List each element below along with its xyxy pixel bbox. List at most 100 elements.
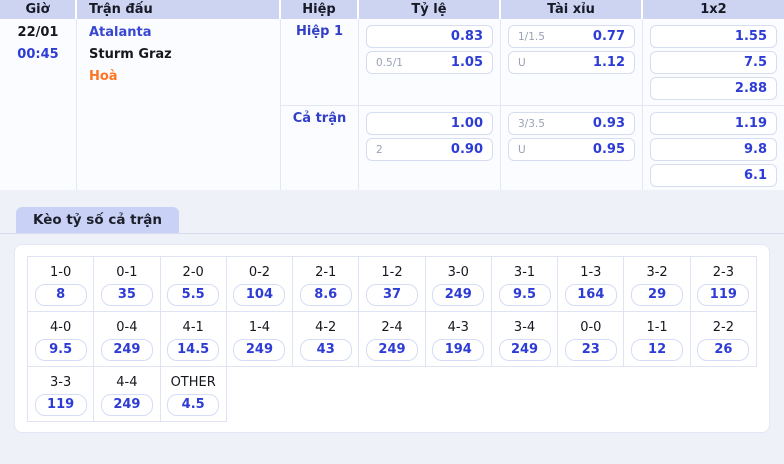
match-time: 00:45 (17, 47, 59, 62)
score-grid: 1-0 8 0-1 35 2-0 5.5 0-2 104 2-1 8.6 1-2… (27, 256, 757, 422)
odds-table-header: Giờ Trận đấu Hiệp Tỷ lệ Tài xỉu 1x2 (0, 0, 784, 19)
1x2-cell: 1.19 9.8 6.1 (643, 106, 784, 190)
score-cell: 1-0 8 (28, 257, 95, 312)
score-odds-button[interactable]: 23 (564, 339, 617, 361)
score-odds-button[interactable]: 164 (564, 284, 617, 306)
odds-box[interactable]: 7.5 (650, 51, 777, 74)
odds-box[interactable]: 9.8 (650, 138, 777, 161)
score-odds-button[interactable]: 4.5 (167, 394, 220, 416)
score-odds-button[interactable]: 249 (432, 284, 485, 306)
score-label: 3-0 (447, 265, 469, 280)
odds-value: 1.55 (734, 29, 767, 44)
correct-score-tab-bar: Kèo tỷ số cả trận (0, 207, 784, 234)
score-cell: 4-3 194 (425, 312, 492, 367)
score-odds-button[interactable]: 37 (365, 284, 418, 306)
odds-box[interactable]: U 1.12 (508, 51, 635, 74)
odds-box[interactable]: 6.1 (650, 164, 777, 187)
odds-table: Giờ Trận đấu Hiệp Tỷ lệ Tài xỉu 1x2 22/0… (0, 0, 784, 190)
score-label: 0-2 (248, 265, 271, 280)
odds-value: 1.12 (592, 55, 625, 70)
odds-box[interactable]: 0.5/1 1.05 (366, 51, 493, 74)
score-cell: OTHER 4.5 (160, 367, 227, 422)
header-time: Giờ (0, 0, 77, 19)
score-cell: 3-4 249 (491, 312, 559, 367)
score-odds-button[interactable]: 194 (432, 339, 485, 361)
score-odds-button[interactable]: 9.5 (34, 339, 87, 361)
match-date: 22/01 (17, 25, 59, 40)
odds-box[interactable]: 2 0.90 (366, 138, 493, 161)
score-cell: 0-0 23 (558, 312, 625, 367)
score-odds-button[interactable]: 43 (299, 339, 352, 361)
odds-box[interactable]: U 0.95 (508, 138, 635, 161)
odds-value: 0.95 (592, 142, 625, 157)
odds-box[interactable]: 1/1.5 0.77 (508, 25, 635, 48)
score-cell: 2-1 8.6 (293, 257, 360, 312)
score-odds-button[interactable]: 249 (100, 394, 153, 416)
score-odds-button[interactable]: 8.6 (299, 284, 352, 306)
empty-cell (227, 367, 293, 422)
time-cell: 22/01 00:45 (0, 19, 77, 190)
handicap-label: U (518, 143, 526, 156)
score-odds-button[interactable]: 26 (697, 339, 750, 361)
1x2-cell: 1.55 7.5 2.88 (643, 19, 784, 105)
odds-value: 7.5 (743, 55, 767, 70)
score-label: 1-3 (580, 265, 602, 280)
header-match: Trận đấu (77, 0, 281, 19)
score-odds-button[interactable]: 14.5 (167, 339, 220, 361)
odds-box[interactable]: 1.00 (366, 112, 493, 135)
score-odds-button[interactable]: 249 (233, 339, 286, 361)
score-label: OTHER (170, 375, 216, 390)
handicap-label: 3/3.5 (518, 117, 545, 130)
odds-value: 0.93 (592, 116, 625, 131)
odds-box[interactable]: 1.19 (650, 112, 777, 135)
score-label: 4-2 (315, 320, 337, 335)
rate-cell: 1.00 2 0.90 (359, 106, 501, 190)
empty-cell (492, 367, 558, 422)
score-cell: 3-2 29 (624, 257, 691, 312)
score-odds-button[interactable]: 104 (233, 284, 286, 306)
odds-box[interactable]: 0.83 (366, 25, 493, 48)
empty-cell (293, 367, 359, 422)
score-odds-button[interactable]: 8 (34, 284, 87, 306)
score-odds-button[interactable]: 119 (34, 394, 87, 416)
odds-box[interactable]: 1.55 (650, 25, 777, 48)
odds-box[interactable]: 3/3.5 0.93 (508, 112, 635, 135)
handicap-label: 0.5/1 (376, 56, 403, 69)
empty-cell (426, 367, 492, 422)
score-cell: 1-1 12 (624, 312, 691, 367)
odds-value: 9.8 (743, 142, 767, 157)
score-label: 1-4 (248, 320, 271, 335)
score-odds-button[interactable]: 5.5 (167, 284, 220, 306)
match-cell: Atalanta Sturm Graz Hoà (77, 19, 281, 190)
score-odds-button[interactable]: 12 (631, 339, 684, 361)
odds-value: 0.83 (450, 29, 483, 44)
score-odds-button[interactable]: 249 (498, 339, 551, 361)
score-cell: 3-1 9.5 (491, 257, 559, 312)
rate-cell: 0.83 0.5/1 1.05 (359, 19, 501, 105)
score-odds-button[interactable]: 249 (100, 339, 153, 361)
empty-cell (691, 367, 757, 422)
away-team: Sturm Graz (89, 47, 172, 62)
score-label: 1-2 (381, 265, 403, 280)
handicap-label: 1/1.5 (518, 30, 545, 43)
score-cell: 0-2 104 (226, 257, 294, 312)
half-cell: Hiệp 1 (281, 19, 359, 105)
score-cell: 2-3 119 (690, 257, 757, 312)
score-odds-button[interactable]: 119 (697, 284, 750, 306)
empty-cell (558, 367, 624, 422)
half-label: Hiệp 1 (295, 24, 344, 39)
score-odds-button[interactable]: 249 (365, 339, 418, 361)
odds-value: 0.90 (450, 142, 483, 157)
tab-correct-score[interactable]: Kèo tỷ số cả trận (16, 207, 179, 233)
score-odds-button[interactable]: 9.5 (498, 284, 551, 306)
score-label: 2-2 (712, 320, 734, 335)
score-cell: 0-4 249 (94, 312, 161, 367)
score-odds-button[interactable]: 35 (100, 284, 153, 306)
half-cell: Cả trận (281, 106, 359, 190)
score-odds-button[interactable]: 29 (631, 284, 684, 306)
score-label: 3-2 (646, 265, 668, 280)
score-label: 2-4 (381, 320, 403, 335)
score-label: 4-3 (447, 320, 469, 335)
odds-box[interactable]: 2.88 (650, 77, 777, 100)
correct-score-panel: 1-0 8 0-1 35 2-0 5.5 0-2 104 2-1 8.6 1-2… (14, 244, 770, 433)
